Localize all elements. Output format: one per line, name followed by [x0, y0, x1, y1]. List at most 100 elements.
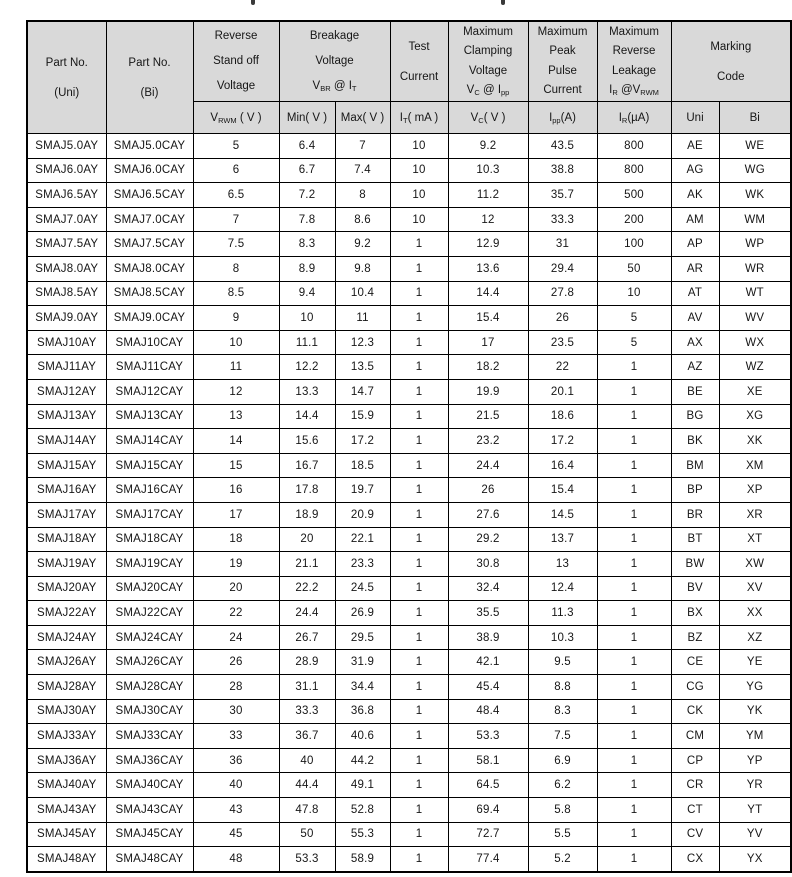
table-cell: 10 — [389, 206, 449, 233]
table-cell: 14.7 — [334, 378, 391, 405]
table-cell: 18.5 — [334, 452, 391, 479]
table-cell: 1 — [389, 797, 449, 823]
table-cell: 13.3 — [278, 378, 336, 405]
table-row-SMAJ7.5AY: SMAJ7.5AY SMAJ7.5CAY 7.5 8.3 9.2 1 12.9 31 100 AP… — [26, 231, 792, 257]
table-cell: 27.6 — [447, 501, 529, 528]
table-row-SMAJ19AY: SMAJ19AY SMAJ19CAY 19 21.1 23.3 1 30.8 13 1 BW XW — [26, 551, 792, 577]
table-cell: 53.3 — [278, 846, 336, 873]
table-cell: AG — [670, 157, 720, 184]
table-cell: AT — [670, 280, 720, 307]
col-reverse-standoff: Reverse Stand off Voltage — [192, 20, 280, 102]
table-cell: 23.2 — [447, 428, 529, 454]
table-cell: YT — [718, 797, 792, 823]
table-cell: XP — [718, 477, 792, 503]
table-cell: 10.3 — [447, 157, 529, 184]
table-row-SMAJ9.0AY: SMAJ9.0AY SMAJ9.0CAY 9 10 11 1 15.4 26 5 AV WV — [26, 305, 792, 331]
table-cell: SMAJ5.0AY — [26, 133, 107, 159]
table-cell: 1 — [596, 575, 672, 602]
table-cell: XV — [718, 575, 792, 602]
table-cell: 1 — [596, 772, 672, 799]
table-cell: SMAJ17AY — [26, 501, 107, 528]
table-cell: SMAJ30AY — [26, 698, 107, 725]
table-cell: 1 — [389, 551, 449, 577]
table-cell: 10 — [389, 133, 449, 159]
table-cell: SMAJ16AY — [26, 477, 107, 503]
table-cell: 7.2 — [278, 182, 336, 208]
table-cell: 11 — [192, 354, 280, 380]
table-cell: 22.1 — [334, 526, 391, 553]
table-cell: SMAJ36AY — [26, 747, 107, 774]
header-row-2: VRWM ( V ) Min( V ) Max( V ) IT( mA ) VC( V … — [27, 101, 792, 134]
subcol-uni: Uni — [670, 101, 720, 134]
subcol-max: Max( V ) — [334, 101, 391, 134]
table-cell: SMAJ18AY — [26, 526, 107, 553]
table-row-SMAJ10AY: SMAJ10AY SMAJ10CAY 10 11.1 12.3 1 17 23.5 5 AX WX — [26, 329, 792, 356]
table-cell: 21.5 — [447, 403, 529, 430]
table-cell: CV — [670, 821, 720, 848]
table-cell: 16.7 — [278, 452, 336, 479]
table-cell: 17.2 — [527, 428, 598, 454]
table-cell: 7.8 — [278, 206, 336, 233]
table-cell: SMAJ33AY — [26, 723, 107, 749]
table-cell: CM — [670, 723, 720, 749]
table-cell: AX — [670, 329, 720, 356]
table-cell: 1 — [596, 600, 672, 626]
table-cell: XE — [718, 378, 792, 405]
table-row-SMAJ24AY: SMAJ24AY SMAJ24CAY 24 26.7 29.5 1 38.9 10.3 1 BZ X… — [26, 624, 792, 651]
table-cell: 14 — [192, 428, 280, 454]
table-cell: 15 — [192, 452, 280, 479]
table-row-SMAJ20AY: SMAJ20AY SMAJ20CAY 20 22.2 24.5 1 32.4 12.4 1 BV X… — [26, 575, 792, 602]
table-cell: SMAJ43CAY — [105, 797, 194, 823]
table-cell: 5.2 — [527, 846, 598, 873]
table-cell: 12.3 — [334, 329, 391, 356]
table-cell: BG — [670, 403, 720, 430]
table-cell: 19.9 — [447, 378, 529, 405]
table-cell: XT — [718, 526, 792, 553]
table-cell: 8.8 — [527, 674, 598, 700]
table-cell: 26.7 — [278, 624, 336, 651]
table-row-SMAJ16AY: SMAJ16AY SMAJ16CAY 16 17.8 19.7 1 26 15.4 1 BP XP — [26, 477, 792, 503]
table-cell: SMAJ12AY — [26, 378, 107, 405]
table-cell: 500 — [596, 182, 672, 208]
table-cell: 23.3 — [334, 551, 391, 577]
table-cell: SMAJ20CAY — [105, 575, 194, 602]
table-row-SMAJ6.5AY: SMAJ6.5AY SMAJ6.5CAY 6.5 7.2 8 10 11.2 35.7 500 A… — [26, 182, 792, 208]
table-cell: 20.1 — [527, 378, 598, 405]
table-cell: 1 — [389, 698, 449, 725]
electrical-characteristics-table: Part No. (Uni) Part No. (Bi) Reverse Stand of… — [26, 20, 792, 873]
table-cell: 30 — [192, 698, 280, 725]
table-cell: 44.4 — [278, 772, 336, 799]
table-cell: SMAJ24AY — [26, 624, 107, 651]
col-breakage-voltage: Breakage Voltage VBR @ IT — [278, 20, 391, 102]
table-cell: SMAJ33CAY — [105, 723, 194, 749]
table-cell: 20 — [278, 526, 336, 553]
table-cell: 6.9 — [527, 747, 598, 774]
table-cell: WE — [718, 133, 792, 159]
table-cell: 7 — [192, 206, 280, 233]
table-cell: 9.4 — [278, 280, 336, 307]
table-cell: 24.4 — [447, 452, 529, 479]
table-cell: 28 — [192, 674, 280, 700]
table-cell: 20 — [192, 575, 280, 602]
table-cell: 1 — [596, 551, 672, 577]
table-cell: 17.2 — [334, 428, 391, 454]
table-cell: 800 — [596, 157, 672, 184]
table-cell: 1 — [596, 723, 672, 749]
table-cell: 1 — [596, 674, 672, 700]
table-cell: 10 — [389, 182, 449, 208]
table-cell: SMAJ40CAY — [105, 772, 194, 799]
table-cell: 1 — [389, 501, 449, 528]
cropped-title-fragment — [501, 0, 505, 5]
table-cell: BM — [670, 452, 720, 479]
table-cell: 15.4 — [447, 305, 529, 331]
table-cell: CT — [670, 797, 720, 823]
table-cell: 1 — [389, 821, 449, 848]
table-cell: BP — [670, 477, 720, 503]
table-row-SMAJ17AY: SMAJ17AY SMAJ17CAY 17 18.9 20.9 1 27.6 14.5 1 BR X… — [26, 501, 792, 528]
table-cell: AM — [670, 206, 720, 233]
table-cell: 55.3 — [334, 821, 391, 848]
table-cell: SMAJ14CAY — [105, 428, 194, 454]
table-cell: 24.5 — [334, 575, 391, 602]
table-cell: 7.4 — [334, 157, 391, 184]
table-cell: 11.1 — [278, 329, 336, 356]
